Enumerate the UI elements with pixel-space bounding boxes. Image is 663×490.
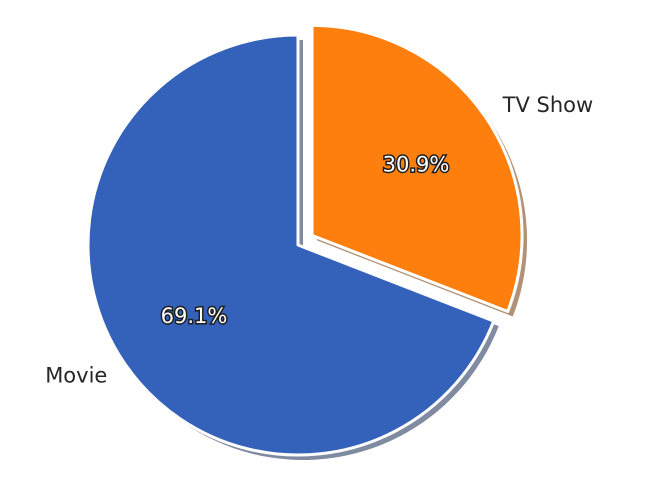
labels: 69.1% Movie 30.9% TV Show <box>45 93 593 387</box>
slice-tv-show <box>310 23 524 313</box>
slice-category-label-tv-show: TV Show <box>502 93 594 117</box>
slice-percent-label-tv-show: 30.9% <box>383 152 450 176</box>
slice-movie <box>86 33 496 457</box>
slice-percent-label-movie: 69.1% <box>161 304 228 328</box>
slices <box>86 23 524 457</box>
slice-category-label-movie: Movie <box>45 363 107 387</box>
